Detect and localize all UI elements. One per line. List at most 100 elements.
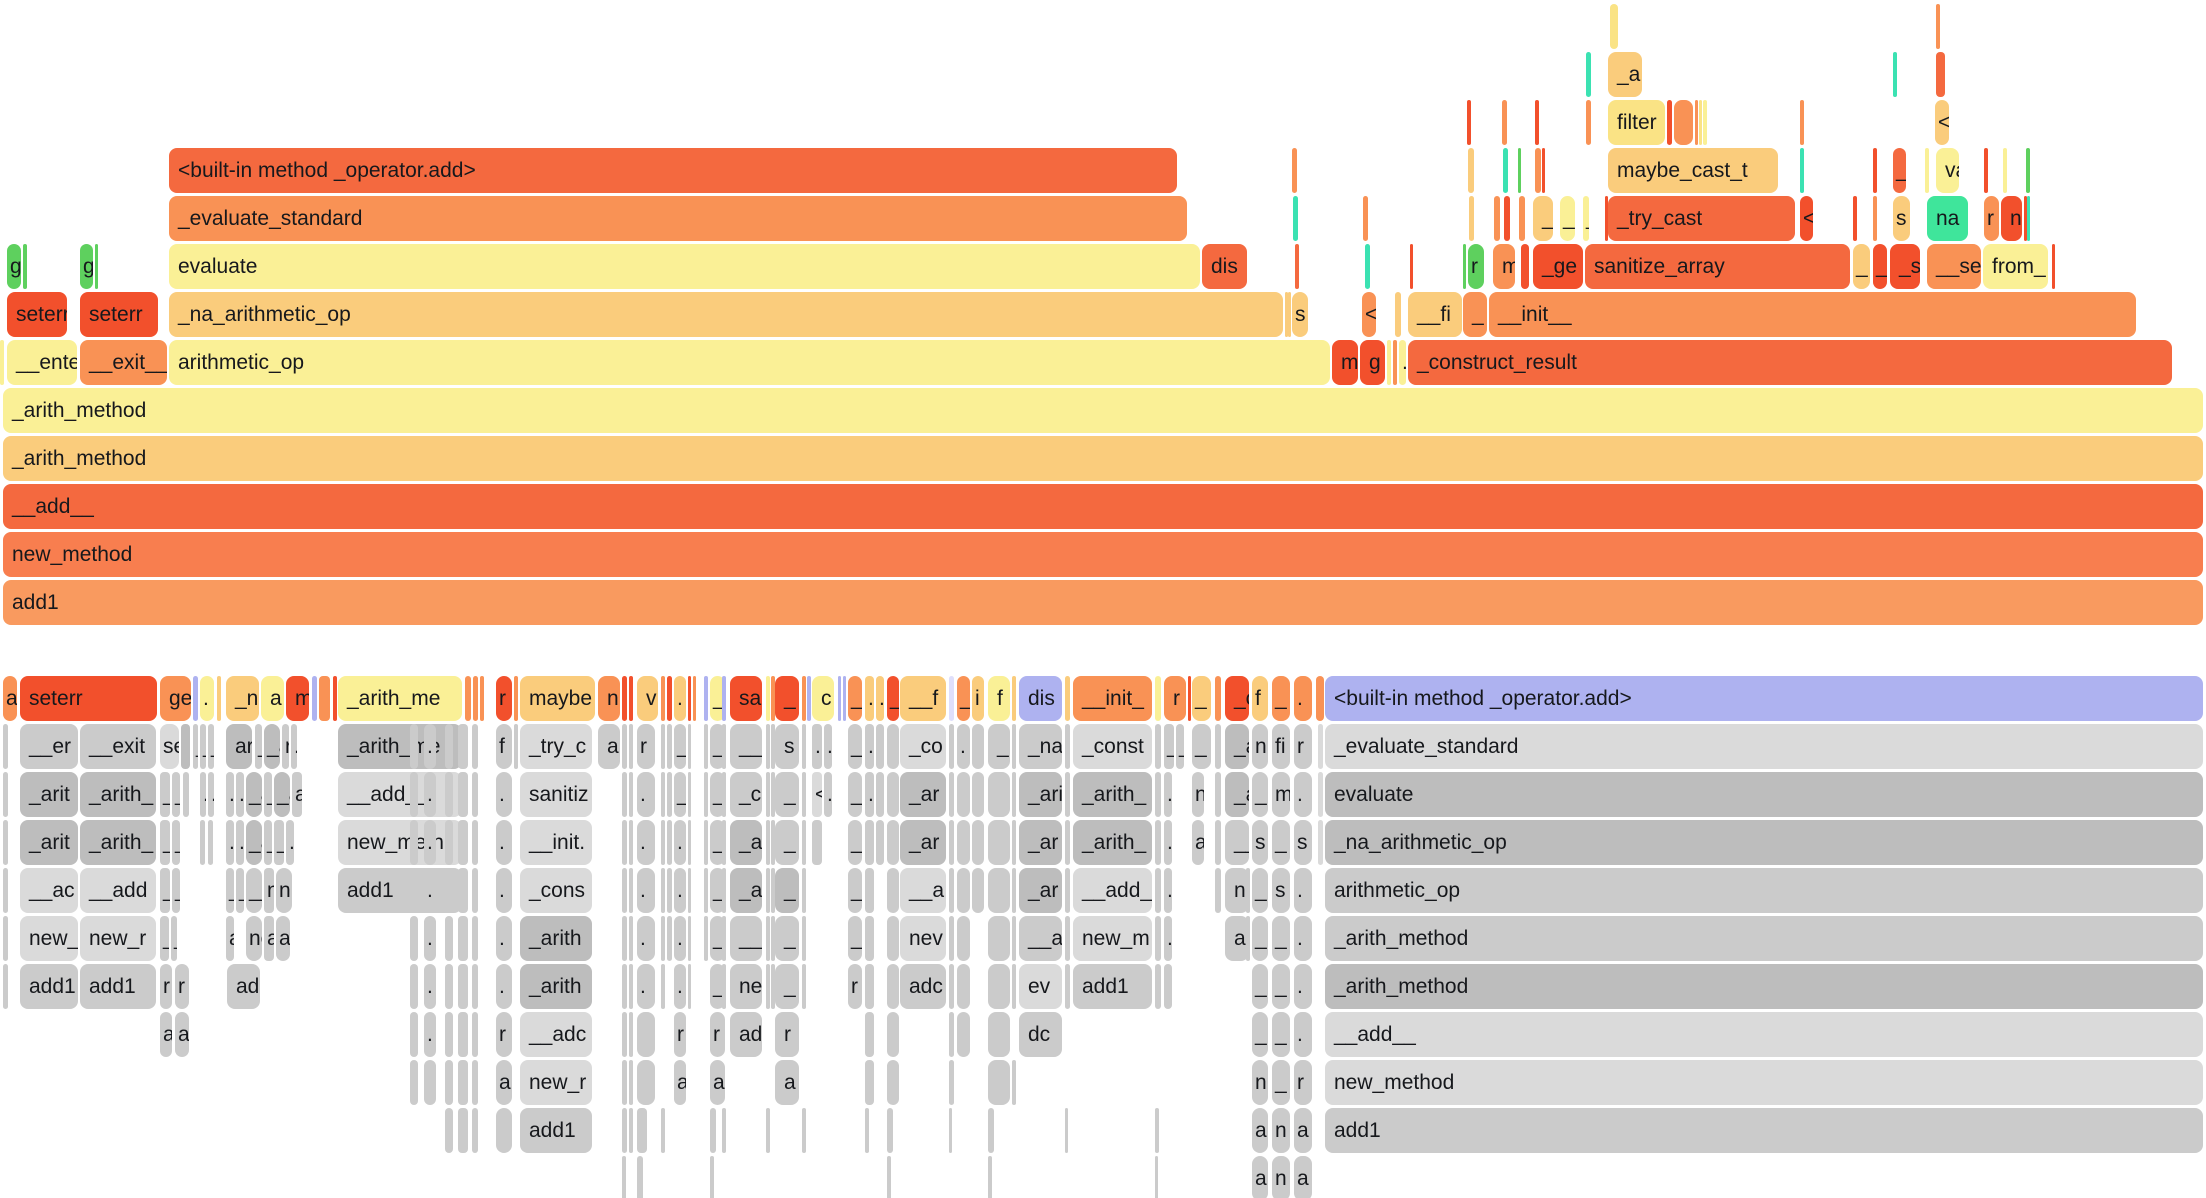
flame-frame[interactable]: _arith_method bbox=[3, 388, 2203, 433]
flame-frame[interactable]: . bbox=[637, 772, 655, 817]
flame-frame[interactable]: n bbox=[1252, 1060, 1268, 1105]
flame-frame-sliver[interactable] bbox=[802, 724, 806, 769]
flame-frame[interactable]: f bbox=[1252, 676, 1268, 721]
flame-frame-sliver[interactable] bbox=[722, 724, 726, 769]
flame-frame-sliver[interactable] bbox=[1586, 100, 1591, 145]
flame-frame[interactable]: _s bbox=[1890, 244, 1920, 289]
flame-frame[interactable]: . bbox=[674, 820, 686, 865]
flame-frame[interactable]: _ bbox=[172, 868, 180, 913]
flame-frame-sliver[interactable] bbox=[217, 676, 221, 721]
flame-frame[interactable]: sanitiz bbox=[520, 772, 592, 817]
flame-frame-sliver[interactable] bbox=[2027, 196, 2030, 241]
flame-frame-sliver[interactable] bbox=[688, 820, 691, 865]
flame-frame-sliver[interactable] bbox=[972, 772, 984, 817]
flame-frame[interactable]: _ bbox=[1176, 724, 1184, 769]
flame-frame[interactable]: __init. bbox=[520, 820, 592, 865]
flame-frame-sliver[interactable] bbox=[445, 1108, 453, 1153]
flame-frame-sliver[interactable] bbox=[771, 868, 775, 913]
flame-frame-sliver[interactable] bbox=[802, 820, 806, 865]
flame-frame-sliver[interactable] bbox=[722, 676, 726, 721]
flame-frame[interactable]: sanitize_array bbox=[1585, 244, 1850, 289]
flame-frame[interactable]: _ bbox=[710, 820, 725, 865]
flame-frame-sliver[interactable] bbox=[629, 820, 633, 865]
flame-frame-sliver[interactable] bbox=[722, 964, 726, 1009]
flame-frame[interactable]: evaluate bbox=[1325, 772, 2203, 817]
flame-frame-sliver[interactable] bbox=[410, 964, 418, 1009]
flame-frame-sliver[interactable] bbox=[1295, 244, 1299, 289]
flame-frame-sliver[interactable] bbox=[1535, 100, 1539, 145]
flame-frame[interactable]: _ bbox=[710, 772, 725, 817]
flame-frame-sliver[interactable] bbox=[1155, 868, 1161, 913]
flame-frame[interactable]: a bbox=[226, 916, 234, 961]
flame-frame-sliver[interactable] bbox=[865, 964, 874, 1009]
flame-frame[interactable]: _ bbox=[255, 724, 262, 769]
flame-frame-sliver[interactable] bbox=[1318, 724, 1323, 769]
flame-frame[interactable]: . bbox=[1294, 1012, 1312, 1057]
flame-frame[interactable]: _ bbox=[848, 724, 862, 769]
flame-frame[interactable]: add1 bbox=[338, 868, 462, 913]
flame-frame-sliver[interactable] bbox=[988, 916, 1010, 961]
flame-frame[interactable]: . bbox=[674, 676, 686, 721]
flame-frame[interactable]: arithmetic_op bbox=[1325, 868, 2203, 913]
flame-frame-sliver[interactable] bbox=[1246, 868, 1250, 913]
flame-frame[interactable]: <built-in method _operator.add> bbox=[169, 148, 1177, 193]
flame-frame[interactable]: _ bbox=[1272, 916, 1290, 961]
flame-frame-sliver[interactable] bbox=[1393, 340, 1397, 385]
flame-frame-sliver[interactable] bbox=[622, 1012, 627, 1057]
flame-frame[interactable]: _ bbox=[848, 676, 862, 721]
flame-frame-sliver[interactable] bbox=[957, 868, 970, 913]
flame-frame[interactable]: _ bbox=[1164, 724, 1174, 769]
flame-frame-sliver[interactable] bbox=[514, 676, 518, 721]
flame-frame-sliver[interactable] bbox=[661, 676, 665, 721]
flame-frame-sliver[interactable] bbox=[473, 676, 478, 721]
flame-frame[interactable]: . bbox=[1294, 916, 1312, 961]
flame-frame[interactable]: . bbox=[424, 772, 436, 817]
flame-frame[interactable]: add1 bbox=[1325, 1108, 2203, 1153]
flame-frame-sliver[interactable] bbox=[1155, 724, 1161, 769]
flame-frame-sliver[interactable] bbox=[972, 820, 984, 865]
flame-frame[interactable]: new_r bbox=[520, 1060, 592, 1105]
flame-frame[interactable]: . bbox=[496, 916, 512, 961]
flame-frame-sliver[interactable] bbox=[1518, 148, 1521, 193]
flame-frame-sliver[interactable] bbox=[949, 1108, 952, 1153]
flame-frame[interactable]: a bbox=[160, 1012, 172, 1057]
flame-frame-sliver[interactable] bbox=[496, 1108, 512, 1153]
flame-frame[interactable]: . bbox=[1294, 868, 1312, 913]
flame-frame-sliver[interactable] bbox=[661, 964, 665, 1009]
flame-frame[interactable]: dis bbox=[1202, 244, 1247, 289]
flame-frame-sliver[interactable] bbox=[1285, 292, 1288, 337]
flame-frame[interactable]: _ar bbox=[900, 772, 946, 817]
flame-frame-sliver[interactable] bbox=[766, 676, 770, 721]
flame-frame-sliver[interactable] bbox=[445, 724, 453, 769]
flame-frame-sliver[interactable] bbox=[2024, 196, 2027, 241]
flame-frame-sliver[interactable] bbox=[1936, 52, 1945, 97]
flame-frame[interactable]: _const bbox=[1073, 724, 1152, 769]
flame-frame[interactable]: _arith_method bbox=[1325, 964, 2203, 1009]
flame-frame-sliver[interactable] bbox=[2026, 148, 2030, 193]
flame-frame[interactable]: _ bbox=[160, 772, 170, 817]
flame-frame-sliver[interactable] bbox=[1318, 820, 1323, 865]
flame-frame[interactable]: a bbox=[1252, 1156, 1268, 1198]
flame-frame-sliver[interactable] bbox=[1155, 772, 1161, 817]
flame-frame[interactable]: _arith_ bbox=[80, 772, 156, 817]
flame-frame[interactable]: n bbox=[1225, 868, 1249, 913]
flame-frame[interactable]: _ bbox=[957, 676, 970, 721]
flame-frame-sliver[interactable] bbox=[1695, 100, 1698, 145]
flame-frame[interactable]: _ bbox=[160, 916, 169, 961]
flame-frame-sliver[interactable] bbox=[1521, 244, 1529, 289]
flame-frame-sliver[interactable] bbox=[710, 1108, 716, 1153]
flame-frame-sliver[interactable] bbox=[1387, 340, 1391, 385]
flame-frame[interactable]: n bbox=[1272, 1156, 1290, 1198]
flame-frame[interactable]: _evaluate_standard bbox=[169, 196, 1187, 241]
flame-frame-sliver[interactable] bbox=[887, 868, 899, 913]
flame-frame[interactable]: < bbox=[812, 772, 822, 817]
flame-frame-sliver[interactable] bbox=[972, 724, 984, 769]
flame-frame[interactable]: . bbox=[424, 916, 436, 961]
flame-frame-sliver[interactable] bbox=[622, 1156, 626, 1198]
flame-frame-sliver[interactable] bbox=[1065, 772, 1070, 817]
flame-frame[interactable]: _arith bbox=[520, 916, 592, 961]
flame-frame-sliver[interactable] bbox=[667, 724, 672, 769]
flame-frame-sliver[interactable] bbox=[988, 964, 1010, 1009]
flame-frame-sliver[interactable] bbox=[710, 1156, 714, 1198]
flame-frame[interactable]: filter bbox=[1608, 100, 1665, 145]
